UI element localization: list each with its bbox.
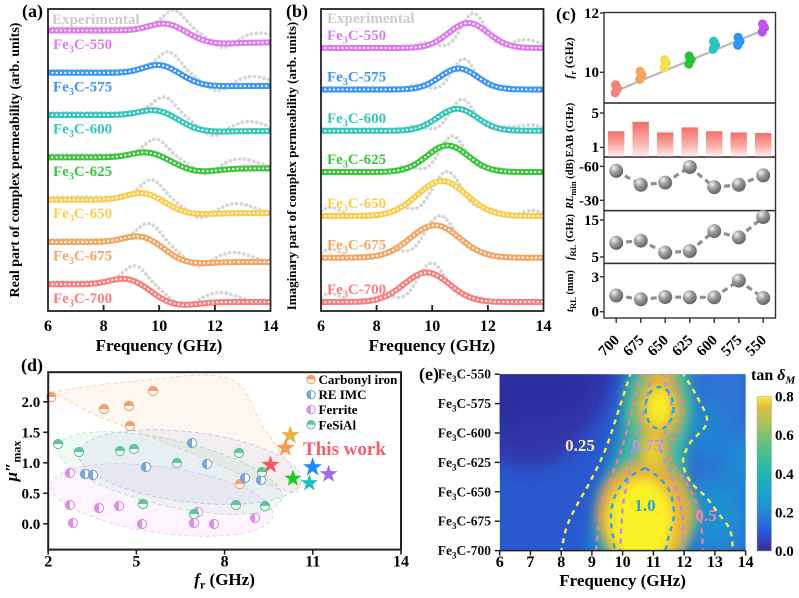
svg-text:12: 12 [480, 318, 496, 335]
svg-text:7: 7 [526, 554, 534, 571]
svg-text:Fe3C-675: Fe3C-675 [327, 238, 386, 257]
svg-text:Experimental: Experimental [327, 11, 415, 27]
svg-text:Real part of complex permeabil: Real part of complex permeability (arb. … [8, 22, 23, 297]
svg-text:Fe3C-550: Fe3C-550 [327, 28, 386, 47]
svg-text:0.5: 0.5 [695, 506, 716, 525]
svg-text:8: 8 [100, 318, 108, 335]
svg-text:8: 8 [221, 554, 229, 571]
svg-text:(e): (e) [419, 364, 439, 385]
svg-text:2: 2 [44, 554, 52, 571]
svg-text:10: 10 [615, 554, 631, 571]
svg-text:Fe3C-625: Fe3C-625 [53, 164, 112, 183]
svg-text:12: 12 [207, 318, 223, 335]
svg-text:6: 6 [44, 318, 52, 335]
svg-text:(c): (c) [556, 4, 576, 25]
svg-text:Fe3C-650: Fe3C-650 [53, 206, 112, 225]
svg-text:(d): (d) [21, 355, 43, 376]
svg-text:Fe3C-550: Fe3C-550 [53, 37, 112, 56]
svg-text:5: 5 [132, 554, 140, 571]
svg-text:0.0: 0.0 [775, 544, 794, 560]
svg-text:Fe3C-650: Fe3C-650 [438, 484, 491, 502]
svg-text:Frequency (GHz): Frequency (GHz) [369, 336, 496, 355]
svg-text:1.0: 1.0 [21, 456, 40, 472]
svg-text:8: 8 [557, 554, 565, 571]
svg-text:10: 10 [424, 318, 440, 335]
svg-text:1.0: 1.0 [634, 496, 655, 515]
svg-text:FeSiAl: FeSiAl [319, 417, 357, 432]
svg-text:Fe3C-700: Fe3C-700 [327, 282, 386, 301]
svg-text:Frequency (GHz): Frequency (GHz) [559, 571, 686, 590]
svg-text:Fe3C-625: Fe3C-625 [327, 152, 386, 171]
svg-text:Fe3C-550: Fe3C-550 [438, 367, 491, 385]
svg-text:13: 13 [707, 554, 723, 571]
svg-text:Fe3C-600: Fe3C-600 [327, 111, 386, 130]
svg-text:Ferrite: Ferrite [319, 402, 358, 417]
svg-text:EAB (GHz): EAB (GHz) [564, 102, 576, 157]
svg-text:0.8: 0.8 [775, 390, 794, 406]
svg-text:Fe3C-675: Fe3C-675 [53, 249, 112, 268]
svg-text:11: 11 [305, 554, 320, 571]
svg-text:-60: -60 [579, 159, 599, 175]
svg-text:0.4: 0.4 [775, 467, 794, 483]
svg-text:14: 14 [393, 554, 409, 571]
svg-text:1.5: 1.5 [21, 425, 40, 441]
svg-text:Fe3C-575: Fe3C-575 [53, 79, 112, 98]
svg-text:0.75: 0.75 [632, 436, 662, 455]
svg-text:10: 10 [151, 318, 167, 335]
svg-text:RE IMC: RE IMC [319, 387, 367, 402]
svg-text:Fe3C-675: Fe3C-675 [438, 514, 491, 532]
svg-text:14: 14 [536, 318, 552, 335]
svg-text:6: 6 [317, 318, 325, 335]
svg-text:0.5: 0.5 [21, 486, 40, 502]
svg-text:14: 14 [263, 318, 279, 335]
svg-text:0.25: 0.25 [565, 436, 595, 455]
svg-text:(a): (a) [22, 1, 43, 22]
svg-text:0.2: 0.2 [775, 505, 794, 521]
svg-text:14: 14 [738, 554, 754, 571]
svg-text:8: 8 [373, 318, 381, 335]
svg-text:5: 5 [592, 106, 600, 122]
svg-text:10: 10 [584, 65, 599, 81]
svg-text:Fe3C-600: Fe3C-600 [438, 426, 491, 444]
svg-text:Fe3C-600: Fe3C-600 [53, 122, 112, 141]
svg-text:Frequency (GHz): Frequency (GHz) [96, 336, 223, 355]
svg-text:0: 0 [592, 305, 600, 321]
svg-text:0.6: 0.6 [775, 428, 794, 444]
svg-text:Imaginary part of complex perm: Imaginary part of complex permeability (… [284, 22, 299, 311]
svg-text:Experimental: Experimental [52, 12, 140, 28]
svg-text:Fe3C-575: Fe3C-575 [438, 396, 491, 414]
svg-text:11: 11 [646, 554, 661, 571]
svg-text:-30: -30 [579, 193, 599, 209]
svg-text:Fe3C-625: Fe3C-625 [438, 455, 491, 473]
svg-text:(b): (b) [286, 1, 308, 22]
svg-text:Carbonyl iron: Carbonyl iron [319, 372, 399, 387]
svg-text:3: 3 [592, 270, 600, 286]
svg-text:Fe3C-650: Fe3C-650 [327, 196, 386, 215]
svg-text:Fe3C-700: Fe3C-700 [53, 291, 112, 310]
svg-text:1: 1 [592, 140, 600, 156]
svg-text:0.0: 0.0 [21, 517, 40, 533]
svg-text:12: 12 [584, 6, 599, 22]
svg-text:9: 9 [588, 554, 596, 571]
svg-text:15: 15 [584, 213, 599, 229]
svg-text:This work: This work [303, 439, 386, 460]
svg-text:6: 6 [496, 554, 504, 571]
svg-text:12: 12 [676, 554, 692, 571]
svg-text:2.0: 2.0 [21, 395, 40, 411]
svg-text:Fe3C-575: Fe3C-575 [327, 70, 386, 89]
svg-text:Fe3C-700: Fe3C-700 [438, 543, 491, 561]
svg-text:5: 5 [592, 250, 600, 266]
